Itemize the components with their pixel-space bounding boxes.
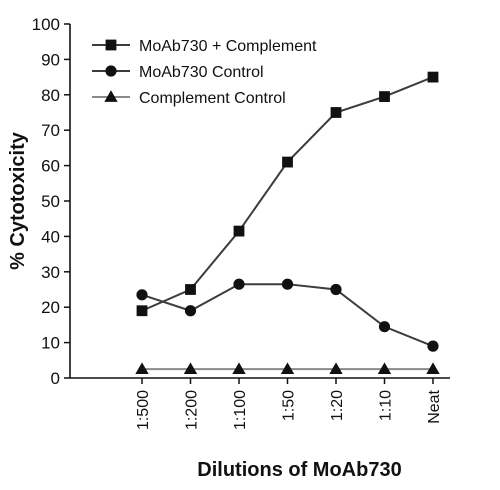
series-line (141, 76, 434, 312)
data-point-square (233, 225, 245, 237)
legend-label: Complement Control (139, 90, 286, 107)
x-ticks: 1:500 1:200 1:100 1:50 1:20 1:10 Neat (135, 378, 443, 430)
series-square (136, 71, 439, 317)
y-tick-label: 80 (41, 86, 60, 105)
y-tick-label: 90 (41, 50, 60, 69)
series-triangle (135, 362, 440, 375)
x-tick-label: 1:100 (232, 390, 249, 430)
x-tick-label: Neat (426, 389, 443, 423)
data-point-circle (233, 278, 245, 290)
data-point-circle (330, 283, 342, 296)
legend-entry: MoAb730 + Complement (92, 38, 317, 55)
y-tick-label: 20 (41, 298, 60, 317)
y-tick-label: 10 (41, 334, 60, 353)
data-point-triangle (280, 362, 295, 375)
legend-marker-circle (105, 65, 117, 77)
y-tick-label: 60 (41, 157, 60, 176)
y-ticks: 0 10 20 30 40 50 60 70 80 90 100 (32, 15, 70, 388)
data-point-circle (184, 305, 197, 317)
y-axis-title: % Cytotoxicity (7, 131, 29, 270)
data-point-triangle (232, 362, 246, 375)
y-tick-label: 40 (41, 227, 60, 246)
data-point-circle (378, 321, 391, 333)
series-circle (136, 278, 439, 352)
series-layer (135, 71, 440, 375)
data-point-square (379, 91, 390, 102)
data-point-square (136, 305, 148, 317)
data-point-square (427, 71, 439, 83)
y-tick-label: 70 (41, 121, 60, 140)
legend: MoAb730 + Complement MoAb730 Control Compl… (92, 38, 317, 107)
legend-label: MoAb730 + Complement (139, 38, 317, 55)
data-point-square (330, 107, 342, 118)
legend-label: MoAb730 Control (139, 64, 264, 81)
x-axis-title: Dilutions of MoAb730 (197, 459, 401, 481)
data-point-triangle (377, 362, 392, 375)
legend-entry: Complement Control (92, 90, 286, 107)
data-point-circle (281, 278, 294, 290)
y-tick-label: 50 (41, 192, 60, 211)
x-tick-label: 1:20 (329, 390, 346, 421)
x-tick-label: 1:500 (135, 390, 152, 430)
legend-marker-square (105, 39, 117, 51)
x-tick-label: 1:50 (281, 390, 298, 421)
data-point-circle (427, 340, 439, 352)
y-tick-label: 100 (32, 15, 60, 34)
data-point-triangle (329, 362, 343, 375)
x-tick-label: 1:200 (184, 390, 201, 430)
y-tick-label: 30 (41, 263, 60, 282)
data-point-square (185, 284, 196, 295)
data-point-triangle (183, 362, 198, 375)
y-tick-label: 0 (51, 369, 60, 388)
legend-marker-triangle (104, 90, 118, 102)
data-point-triangle (426, 362, 440, 375)
data-point-triangle (135, 362, 149, 375)
data-point-square (282, 156, 293, 168)
x-tick-label: 1:10 (378, 390, 395, 421)
legend-entry: MoAb730 Control (92, 64, 264, 81)
data-point-circle (136, 289, 148, 301)
